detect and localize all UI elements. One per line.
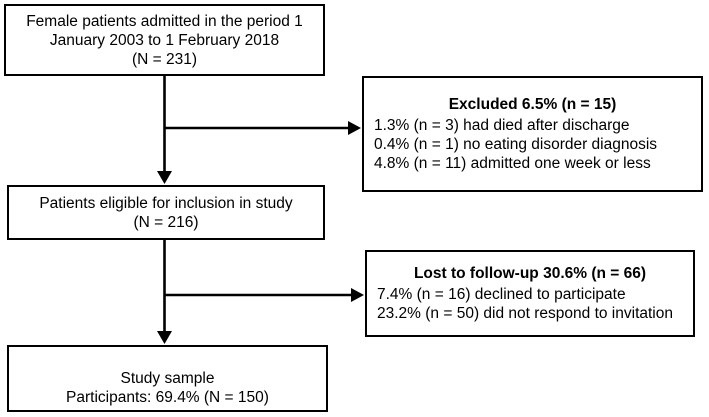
box-eligible-count: (N = 216) [133, 213, 199, 231]
arrowhead-right-icon [348, 121, 361, 135]
arrow-eligible-to-sample [157, 240, 172, 344]
box-excluded-title: Excluded 6.5% (n = 15) [448, 96, 617, 113]
box-sample-line-1: Study sample [120, 370, 215, 387]
box-eligible-line-1: Patients eligible for inclusion in study [39, 194, 293, 212]
arrow-to-lost [164, 288, 364, 302]
box-lost-item-2: 23.2% (n = 50) did not respond to invita… [377, 305, 673, 322]
box-eligible: Patients eligible for inclusion in study… [7, 185, 325, 240]
arrow-admitted-to-eligible [157, 76, 172, 184]
box-admitted-line-2: January 2003 to 1 February 2018 [49, 31, 280, 49]
box-excluded-item-3: 4.8% (n = 11) admitted one week or less [374, 155, 651, 172]
box-excluded: Excluded 6.5% (n = 15) 1.3% (n = 3) had … [362, 76, 703, 192]
box-admitted-line-1: Female patients admitted in the period 1 [26, 12, 303, 30]
arrowhead-down-icon [157, 331, 172, 344]
arrowhead-down-icon [157, 171, 172, 184]
box-sample-count: Participants: 69.4% (N = 150) [66, 389, 269, 406]
box-study-sample: Study sample Participants: 69.4% (N = 15… [7, 345, 328, 412]
box-lost-title: Lost to follow-up 30.6% (n = 66) [413, 265, 647, 282]
box-admitted-count: (N = 231) [131, 50, 198, 68]
arrow-to-excluded [164, 121, 361, 135]
box-admitted: Female patients admitted in the period 1… [4, 4, 325, 76]
arrowhead-right-icon [351, 288, 364, 302]
box-lost-to-follow-up: Lost to follow-up 30.6% (n = 66) 7.4% (n… [365, 250, 695, 337]
box-lost-item-1: 7.4% (n = 16) declined to participate [377, 286, 626, 303]
box-excluded-item-2: 0.4% (n = 1) no eating disorder diagnosi… [374, 136, 658, 153]
box-excluded-item-1: 1.3% (n = 3) had died after discharge [374, 117, 630, 134]
